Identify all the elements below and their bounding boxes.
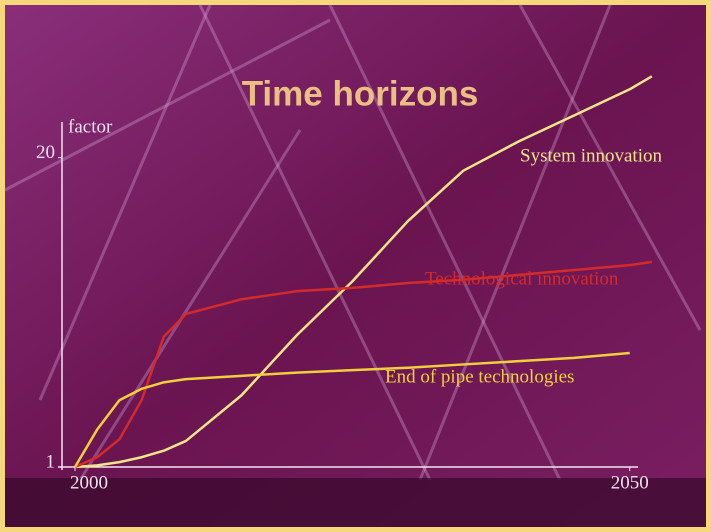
series-label: End of pipe technologies: [385, 366, 574, 387]
decor-lines: [4, 4, 702, 481]
floor: [5, 478, 706, 527]
series-line: [74, 260, 653, 469]
y-tick-label: 1: [46, 451, 56, 472]
slide-background: [5, 5, 706, 527]
chart-title: Time horizons: [242, 74, 479, 113]
series-line: [73, 351, 630, 468]
y-tick-label: 20: [36, 142, 55, 163]
series-label: Technological innovation: [425, 268, 619, 289]
x-tick-label: 2000: [70, 472, 108, 493]
y-axis-label: factor: [68, 116, 113, 137]
x-tick-label: 2050: [611, 472, 649, 493]
series-line: [74, 75, 653, 469]
series-label: System innovation: [520, 145, 662, 166]
